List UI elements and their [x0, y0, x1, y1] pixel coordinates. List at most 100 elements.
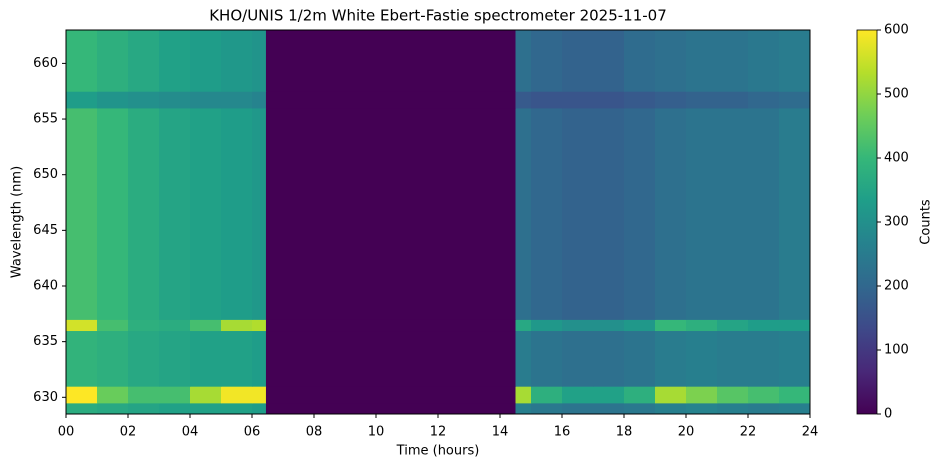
heatmap-cell [190, 91, 222, 109]
heatmap-cell [531, 91, 563, 109]
heatmap-cell [717, 30, 749, 92]
heatmap-cell [624, 30, 656, 92]
heatmap-cell [593, 319, 625, 332]
heatmap-cell [221, 319, 253, 332]
heatmap-cell [779, 386, 811, 404]
heatmap-cell [221, 386, 253, 404]
y-tick-label: 645 [33, 223, 58, 238]
heatmap-cell [66, 319, 98, 332]
heatmap-cell [66, 330, 98, 387]
heatmap-cell [66, 402, 98, 415]
heatmap-cell [624, 386, 656, 404]
heatmap [66, 30, 811, 415]
heatmap-cell [531, 386, 563, 404]
x-axis-label: Time (hours) [396, 444, 480, 459]
heatmap-cell [97, 386, 129, 404]
heatmap-cell [97, 402, 129, 415]
heatmap-cell [748, 91, 780, 109]
heatmap-cell [515, 30, 532, 92]
heatmap-cell [265, 107, 516, 320]
x-tick-label: 10 [368, 425, 385, 440]
heatmap-cell [97, 91, 129, 109]
colorbar-tick-label: 500 [884, 87, 909, 102]
heatmap-cell [562, 91, 594, 109]
heatmap-cell [265, 91, 516, 109]
heatmap-cell [748, 319, 780, 332]
heatmap-cell [748, 386, 780, 404]
x-tick-label: 24 [802, 425, 819, 440]
colorbar-tick-label: 600 [884, 23, 909, 38]
x-tick-label: 18 [616, 425, 633, 440]
heatmap-cell [562, 386, 594, 404]
heatmap-cell [159, 91, 191, 109]
heatmap-cell [717, 91, 749, 109]
heatmap-cell [252, 107, 267, 320]
heatmap-cell [159, 386, 191, 404]
heatmap-cell [531, 30, 563, 92]
heatmap-cell [686, 107, 718, 320]
heatmap-cell [655, 107, 687, 320]
heatmap-cell [128, 30, 160, 92]
colorbar-tick-label: 100 [884, 343, 909, 358]
heatmap-cell [655, 330, 687, 387]
heatmap-cell [515, 91, 532, 109]
heatmap-cell [717, 107, 749, 320]
heatmap-cell [655, 402, 687, 415]
heatmap-cell [221, 30, 253, 92]
heatmap-cell [717, 319, 749, 332]
heatmap-cell [779, 107, 811, 320]
heatmap-cell [190, 402, 222, 415]
heatmap-cell [717, 402, 749, 415]
heatmap-cell [128, 330, 160, 387]
heatmap-cell [97, 330, 129, 387]
heatmap-cell [252, 91, 267, 109]
heatmap-cell [779, 319, 811, 332]
colorbar-tick-label: 200 [884, 279, 909, 294]
heatmap-cell [655, 91, 687, 109]
x-tick-label: 06 [244, 425, 261, 440]
heatmap-cell [748, 107, 780, 320]
heatmap-cell [748, 330, 780, 387]
heatmap-cell [779, 91, 811, 109]
heatmap-cell [66, 386, 98, 404]
heatmap-cell [593, 402, 625, 415]
heatmap-cell [190, 330, 222, 387]
heatmap-cell [252, 319, 267, 332]
y-tick-label: 640 [33, 279, 58, 294]
heatmap-cell [748, 402, 780, 415]
heatmap-cell [265, 402, 516, 415]
heatmap-cell [717, 386, 749, 404]
heatmap-cell [515, 107, 532, 320]
colorbar [856, 29, 878, 415]
heatmap-cell [190, 107, 222, 320]
heatmap-cell [128, 319, 160, 332]
y-tick-label: 635 [33, 334, 58, 349]
heatmap-cell [655, 319, 687, 332]
heatmap-cell [252, 330, 267, 387]
heatmap-cell [221, 91, 253, 109]
heatmap-cell [562, 330, 594, 387]
heatmap-cell [159, 107, 191, 320]
heatmap-cell [221, 402, 253, 415]
heatmap-cell [562, 30, 594, 92]
y-tick-label: 660 [33, 56, 58, 71]
heatmap-cell [128, 386, 160, 404]
heatmap-cell [159, 30, 191, 92]
colorbar-tick-label: 400 [884, 151, 909, 166]
heatmap-cell [252, 386, 267, 404]
y-tick-label: 650 [33, 167, 58, 182]
heatmap-cell [717, 330, 749, 387]
x-tick-label: 08 [306, 425, 323, 440]
heatmap-cell [562, 107, 594, 320]
heatmap-cell [531, 402, 563, 415]
heatmap-cell [686, 91, 718, 109]
heatmap-cell [159, 319, 191, 332]
heatmap-cell [159, 330, 191, 387]
heatmap-cell [686, 30, 718, 92]
heatmap-cell [624, 330, 656, 387]
x-tick-label: 12 [430, 425, 447, 440]
heatmap-cell [593, 330, 625, 387]
heatmap-cell [128, 402, 160, 415]
x-tick-label: 02 [120, 425, 137, 440]
